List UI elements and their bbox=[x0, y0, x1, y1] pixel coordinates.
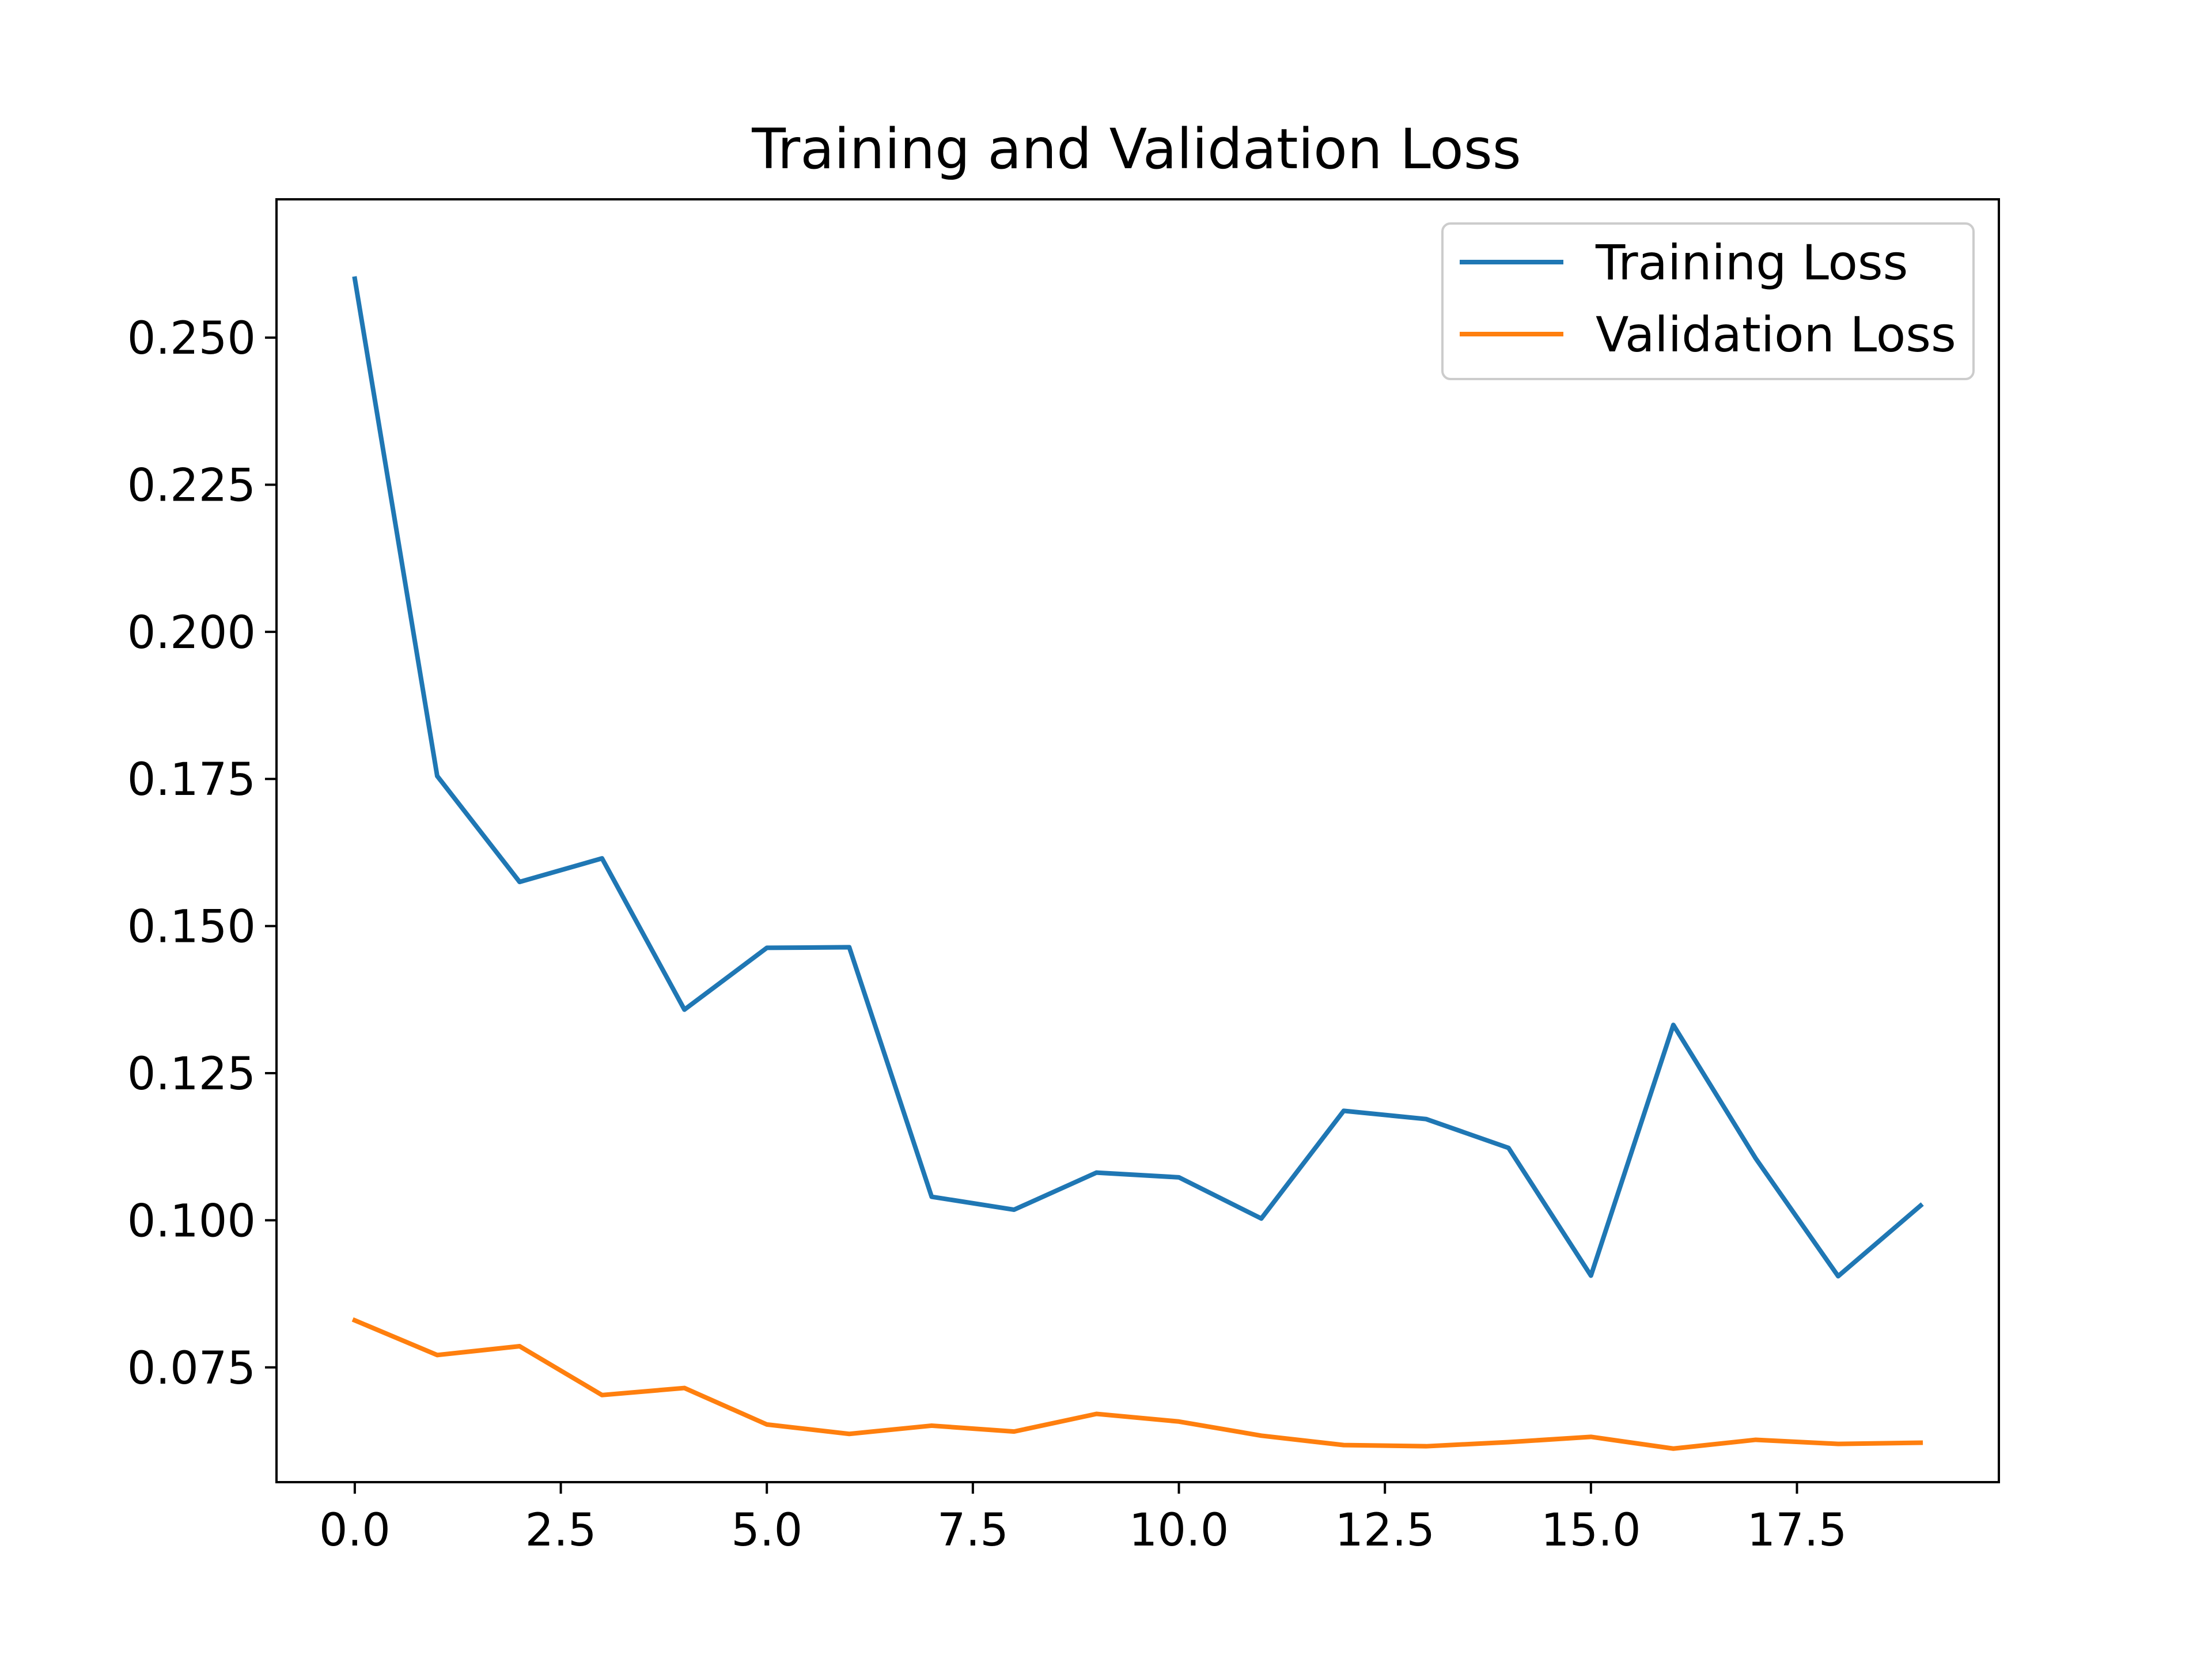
x-axis: 0.0 2.5 5.0 7.5 10.0 12.5 15.0 17.5 bbox=[319, 1482, 1847, 1556]
y-tick-label: 0.250 bbox=[127, 313, 256, 365]
y-axis: 0.075 0.100 0.125 0.150 0.175 0.200 0.225 0.250 bbox=[127, 313, 276, 1395]
x-tick-label: 10.0 bbox=[1129, 1505, 1229, 1556]
legend-label-validation-loss: Validation Loss bbox=[1596, 306, 1956, 363]
y-tick-label: 0.150 bbox=[127, 902, 256, 953]
y-tick-label: 0.175 bbox=[127, 754, 256, 806]
legend-box bbox=[1441, 222, 1975, 380]
series-group bbox=[351, 276, 1924, 1451]
x-tick-label: 5.0 bbox=[731, 1505, 802, 1556]
x-tick-label: 0.0 bbox=[319, 1505, 391, 1556]
series-line-validation-loss bbox=[351, 1317, 1923, 1451]
y-tick-label: 0.075 bbox=[127, 1343, 256, 1395]
x-tick-label: 17.5 bbox=[1747, 1505, 1847, 1556]
y-tick-label: 0.200 bbox=[127, 607, 256, 659]
legend-label-training-loss: Training Loss bbox=[1595, 234, 1908, 291]
x-tick-label: 15.0 bbox=[1541, 1505, 1641, 1556]
x-tick-label: 12.5 bbox=[1335, 1505, 1435, 1556]
legend: Training Loss Validation Loss bbox=[1441, 222, 1975, 380]
series-line-training-loss bbox=[352, 276, 1924, 1279]
y-tick-label: 0.225 bbox=[127, 460, 256, 512]
y-tick-label: 0.100 bbox=[127, 1195, 256, 1247]
plot-area-frame bbox=[275, 198, 2000, 1483]
x-tick-label: 2.5 bbox=[525, 1505, 597, 1556]
chart-title: Training and Validation Loss bbox=[751, 117, 1521, 181]
x-tick-label: 7.5 bbox=[937, 1505, 1009, 1556]
y-tick-label: 0.125 bbox=[127, 1048, 256, 1100]
